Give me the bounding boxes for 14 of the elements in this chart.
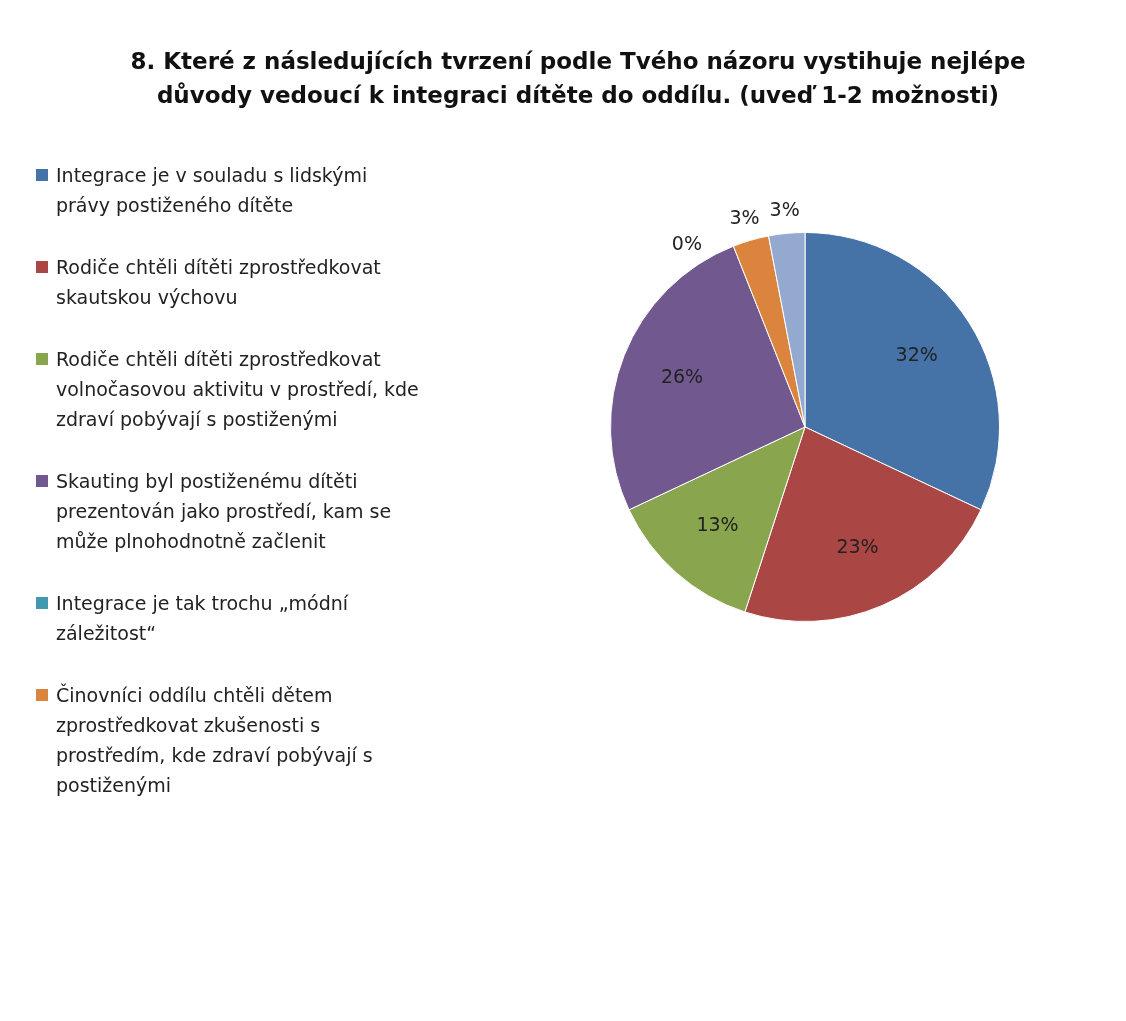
chart-title: 8. Které z následujících tvrzení podle Tvého názoru vystihuje nejlépe důvody vedoucí k integraci dítěte do oddílu. (uveď 1-2 možnosti) bbox=[129, 47, 1027, 110]
text: 0% bbox=[671, 232, 702, 255]
data-label: 32% bbox=[895, 343, 938, 366]
data-label: 26% bbox=[660, 365, 704, 388]
legend-label: Integrace je v souladu s lidskými právy postiženého dítěte bbox=[56, 163, 369, 218]
data-label: 3% bbox=[769, 198, 800, 221]
data-label: 3% bbox=[729, 206, 760, 229]
legend-label: Činovníci oddílu chtěli dětem zprostředkovat zkušenosti s prostředím, kde zdraví pobývají s postiženými bbox=[56, 682, 374, 798]
legend-label: Integrace je tak trochu „módní záležitost“ bbox=[56, 591, 350, 646]
legend-label: Rodiče chtěli dítěti zprostředkovat volnočasovou aktivitu v prostředí, kde zdraví pobývají s postiženými bbox=[56, 347, 420, 432]
data-label: 23% bbox=[836, 535, 879, 558]
legend-label: Skauting byl postiženému dítěti prezentován jako prostředí, kam se může plnohodnotně začlenit bbox=[56, 469, 393, 554]
legend-label: Rodiče chtěli dítěti zprostředkovat skautskou výchovu bbox=[56, 255, 382, 310]
data-label: 13% bbox=[696, 513, 739, 536]
